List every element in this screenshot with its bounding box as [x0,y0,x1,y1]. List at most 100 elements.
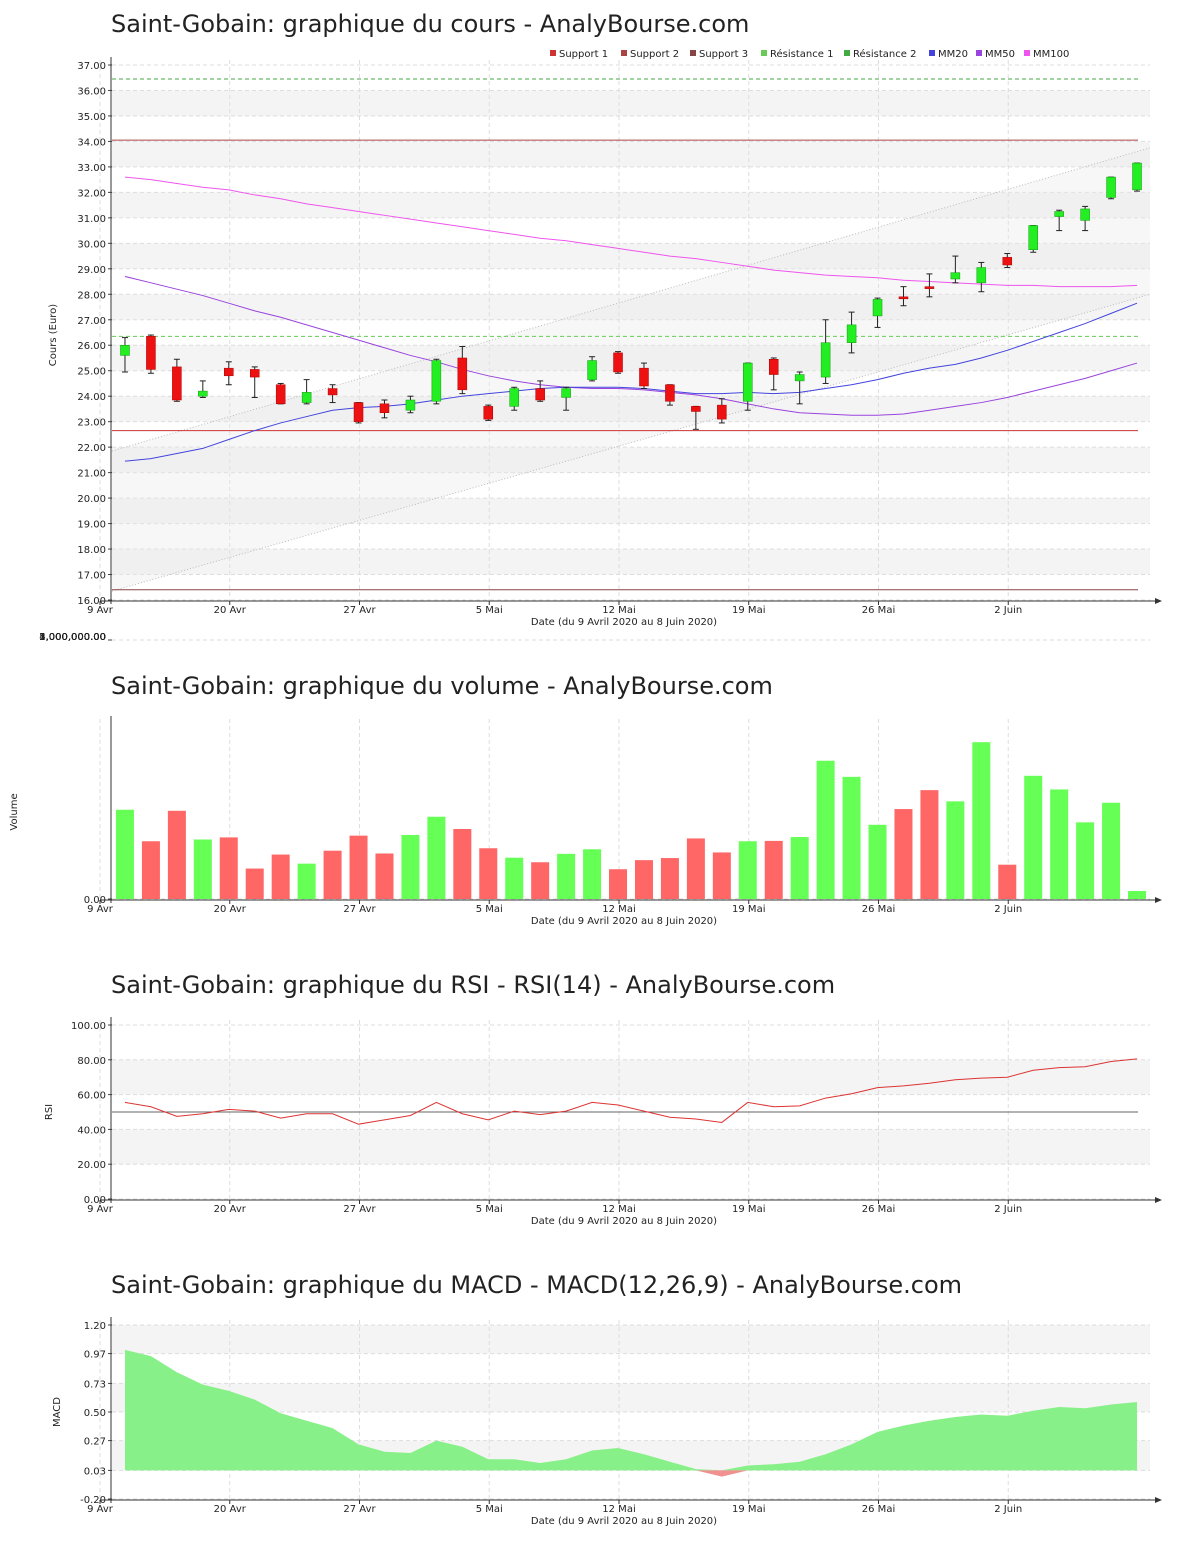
macd-area-positive [124,1349,1138,1471]
x-tick-label: 12 Mai [602,904,635,915]
x-tick-label: 9 Avr [87,1504,114,1515]
candle-body [1106,176,1116,198]
volume-bar [349,835,368,899]
y-tick-label: 19.00 [77,520,106,531]
y-tick-label: 21.00 [77,469,106,480]
x-tick-label: 20 Avr [214,1504,247,1515]
volume-bar [583,849,602,899]
y-tick-label: 29.00 [77,265,106,276]
volume-bar [557,853,576,899]
rsi-chart: 0.00 20.00 40.00 60.00 80.00 100.00 9 Avr 20 Av… [44,1017,1162,1227]
volume-bar [219,837,238,899]
y-tick-label: 1.20 [84,1321,106,1332]
y-axis-label: Volume [9,793,20,830]
volume-chart: 0.00 1,000,000.002,000,000.003,000,000.00… [9,632,1162,927]
legend-swatch [976,50,982,56]
y-tick-label: 18.00 [77,545,106,556]
candle-body [327,388,338,396]
volume-bar [946,801,965,899]
price-chart: 16.00 17.00 18.00 19.00 20.00 21.00 22.00 23.00… [48,48,1162,628]
legend-label: MM50 [985,49,1015,60]
volume-bar [271,854,290,899]
candle-body [665,384,675,402]
grid-band [112,345,1150,371]
grid-band [112,1129,1150,1165]
legend-label: Résistance 1 [770,48,833,60]
y-tick-label: 100.00 [71,1021,106,1032]
candle-body [405,399,416,411]
mm100-line [124,176,1138,288]
candle-body [820,342,831,378]
x-tick-label: 26 Mai [862,605,895,616]
volume-bar [453,829,472,899]
x-axis-label: Date (du 9 Avril 2020 au 8 Juin 2020) [531,916,717,927]
grid-band [112,1383,1150,1412]
trend-channel-fill [112,147,1150,592]
candle-body [172,366,182,401]
candle-body [1080,208,1090,221]
mm20-line [124,302,1138,462]
candle-body [457,357,468,391]
x-tick-label: 19 Mai [732,1504,765,1515]
x-tick-label: 20 Avr [214,904,247,915]
y-axis-label: MACD [52,1397,63,1427]
grid-band [112,192,1150,218]
legend-swatch [690,50,696,56]
volume-bar [660,858,679,899]
x-tick-label: 19 Mai [732,1204,765,1215]
legend-label: Résistance 2 [853,48,916,60]
macd-panel: Saint-Gobain: graphique du MACD - MACD(1… [0,1240,1200,1550]
candle-body [768,359,779,375]
volume-bar [193,839,212,899]
x-tick-label: 19 Mai [732,605,765,616]
volume-chart-title: Saint-Gobain: graphique du volume - Anal… [111,672,773,700]
x-tick-label: 9 Avr [87,1204,114,1215]
volume-bar [297,863,316,899]
x-tick-label: 2 Juin [994,605,1022,616]
y-tick-label: 31.00 [77,214,106,225]
candle-body [717,404,727,420]
legend-label: Support 1 [559,49,608,60]
x-tick-label: 20 Avr [214,1204,247,1215]
candle-body [846,324,857,343]
x-tick-label: 27 Avr [343,904,376,915]
volume-bar [323,850,342,899]
grid-band [112,1325,1150,1354]
macd-chart: -0.20 0.03 0.27 0.50 0.73 0.97 1.20 9 Avr 20 Avr… [52,1317,1162,1527]
x-tick-label: 5 Mai [476,904,503,915]
x-tick-label: 27 Avr [343,605,376,616]
y-tick-label: 35.00 [77,112,106,123]
x-tick-label: 2 Juin [994,1204,1022,1215]
y-tick-label: 20.00 [77,1160,106,1171]
candle-body [483,406,494,420]
candle-body [898,296,909,300]
volume-bar [842,776,861,899]
grid-band [112,294,1150,320]
volume-bar [1102,802,1121,899]
x-tick-label: 27 Avr [343,1204,376,1215]
y-tick-label: 0.73 [84,1379,106,1390]
volume-bar [1128,890,1147,899]
x-tick-label: 26 Mai [862,904,895,915]
legend-label: MM100 [1033,49,1069,60]
y-tick-label: 22.00 [77,443,106,454]
candle-body [120,344,130,356]
volume-bar [1024,775,1043,899]
y-tick-label: 5,000,000.00 [39,632,106,643]
candle-body [1054,211,1064,217]
volume-bar [479,848,498,899]
price-panel: Saint-Gobain: graphique du cours - Analy… [0,0,1200,640]
y-tick-label: 80.00 [77,1056,106,1067]
candle-body [1028,225,1038,250]
y-tick-label: 36.00 [77,86,106,97]
x-axis-label: Date (du 9 Avril 2020 au 8 Juin 2020) [531,1216,717,1227]
volume-bar [427,816,446,899]
y-tick-label: 32.00 [77,188,106,199]
rsi-line [124,1058,1138,1125]
mm50-line [124,275,1138,416]
price-chart-title: Saint-Gobain: graphique du cours - Analy… [111,10,750,38]
macd-chart-title: Saint-Gobain: graphique du MACD - MACD(1… [111,1271,963,1299]
legend-label: Support 3 [699,49,748,60]
rsi-panel: Saint-Gobain: graphique du RSI - RSI(14)… [0,940,1200,1240]
x-axis-arrow [1155,897,1162,903]
